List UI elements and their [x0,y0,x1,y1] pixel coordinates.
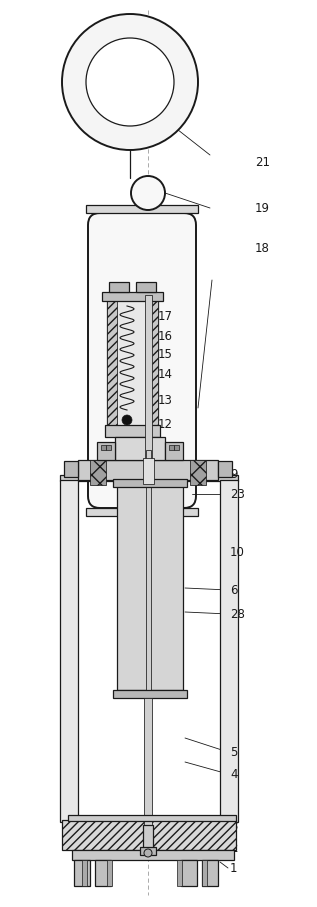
Bar [145,295,152,460]
Bar [169,445,174,450]
Bar [143,458,154,484]
Bar [101,445,106,450]
Text: 19: 19 [255,201,270,214]
Bar [165,442,183,460]
Text: 28: 28 [230,608,245,620]
Bar [72,850,234,860]
Circle shape [131,176,165,210]
Bar [190,460,206,485]
Bar [86,508,198,516]
Bar [202,860,218,886]
Bar [143,825,153,853]
Bar [220,480,238,822]
Bar [113,690,187,698]
Text: 10: 10 [230,545,245,559]
Text: 6: 6 [230,583,237,597]
Bar [74,860,90,886]
Bar [97,442,115,460]
Text: 2: 2 [230,842,237,854]
Bar [95,860,111,886]
FancyBboxPatch shape [88,213,196,508]
Text: 18: 18 [255,241,270,255]
Bar [140,847,156,855]
Text: 14: 14 [158,367,173,381]
Bar [90,460,106,485]
Bar [82,860,87,886]
Bar [174,445,179,450]
Text: 11: 11 [158,442,173,454]
Text: 13: 13 [158,394,173,406]
Bar [148,300,158,435]
Bar [113,479,187,487]
Bar [62,820,236,850]
Text: 3: 3 [230,820,237,833]
Bar [177,860,182,886]
Bar [117,485,183,690]
Text: 9: 9 [230,467,237,481]
Text: 16: 16 [158,329,173,343]
Bar [105,425,160,437]
Bar [181,860,197,886]
Bar [107,300,117,435]
Bar [115,437,165,460]
Bar [109,282,129,292]
Bar [106,445,111,450]
Bar [102,292,163,301]
Bar [64,461,78,477]
Bar [146,450,151,830]
Circle shape [144,849,152,857]
Circle shape [62,14,198,150]
Text: 23: 23 [230,487,245,501]
Bar [136,282,156,292]
Text: 5: 5 [230,746,237,758]
Text: 17: 17 [158,309,173,323]
Bar [78,460,218,480]
Bar [86,205,198,213]
Bar [144,698,152,828]
Bar [60,475,238,481]
Circle shape [86,38,174,126]
Text: 1: 1 [230,862,237,874]
Bar [68,815,236,821]
Bar [107,860,112,886]
Text: 21: 21 [255,155,270,169]
Text: 12: 12 [158,417,173,431]
Text: 15: 15 [158,348,173,362]
Bar [202,860,207,886]
Bar [218,461,232,477]
Text: 4: 4 [230,767,237,781]
Bar [60,480,78,822]
Circle shape [122,415,132,425]
Bar [107,300,158,435]
